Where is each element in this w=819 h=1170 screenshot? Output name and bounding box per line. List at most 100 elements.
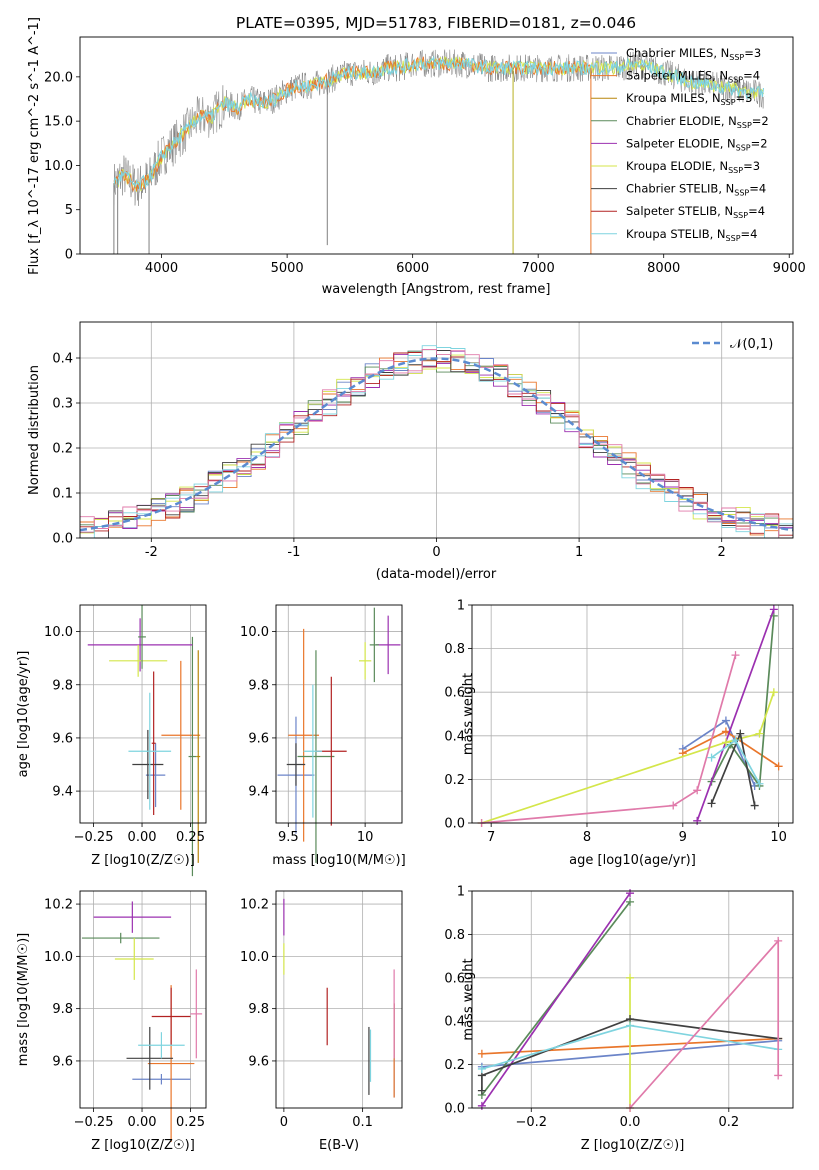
x-axis-label: E(B-V) (319, 1138, 359, 1153)
spectrum-data (113, 49, 765, 206)
x-tick-label: -1 (287, 545, 300, 560)
x-tick-label: 0.00 (128, 1115, 157, 1130)
mass-weight-marker (731, 736, 740, 745)
panel-residual-histogram (76, 321, 794, 542)
y-tick-label: 10.0 (44, 625, 73, 640)
x-tick-label: 4000 (145, 261, 178, 276)
x-axis-label: Z [log10(Z/Z☉)] (581, 1138, 685, 1153)
panel-mass-vs-ebv (272, 890, 403, 1112)
legend-entry: Chabrier ELODIE, NSSP=2 (626, 114, 769, 130)
x-tick-label: 0.00 (128, 830, 157, 845)
y-tick-label: 0.6 (444, 971, 465, 986)
mass-weight-marker (769, 688, 778, 697)
legend-entry: Chabrier STELIB, NSSP=4 (626, 182, 766, 198)
mass-weight-series (710, 615, 775, 789)
x-tick-label: −0.2 (515, 1115, 547, 1130)
mass-weight-marker (477, 1064, 486, 1073)
x-tick-label: -2 (145, 545, 158, 560)
legend-entry: Kroupa ELODIE, NSSP=3 (626, 159, 760, 175)
mass-weight-marker (477, 1086, 486, 1095)
y-tick-label: 9.8 (248, 678, 269, 693)
axes-frame (471, 604, 794, 824)
y-tick-label: 10.0 (44, 159, 73, 174)
y-tick-label: 9.6 (52, 731, 73, 746)
x-tick-label: 10 (770, 830, 787, 845)
y-tick-label: 9.4 (52, 785, 73, 800)
y-tick-label: 9.8 (248, 1002, 269, 1017)
mass-weight-marker (750, 801, 759, 810)
x-tick-label: −0.25 (74, 1115, 114, 1130)
y-tick-label: 0.2 (52, 442, 73, 457)
x-tick-label: 2 (718, 545, 726, 560)
mass-weight-marker (626, 897, 635, 906)
x-tick-label: 9 (679, 830, 687, 845)
y-tick-label: 5 (65, 203, 73, 218)
legend-entry: Salpeter ELODIE, NSSP=2 (626, 136, 768, 152)
y-tick-label: 1 (457, 885, 465, 900)
mass-weight-marker (707, 753, 716, 762)
y-tick-label: 0.8 (444, 928, 465, 943)
mass-weight-marker (721, 727, 730, 736)
y-tick-label: 0.6 (444, 686, 465, 701)
y-tick-label: 0.4 (444, 729, 465, 744)
mass-weight-marker (774, 936, 783, 945)
y-tick-label: 9.6 (52, 1054, 73, 1069)
x-tick-label: 8000 (647, 261, 680, 276)
x-tick-label: 10 (357, 830, 374, 845)
mass-weight-marker (755, 729, 764, 738)
x-tick-label: 0 (432, 545, 440, 560)
panel-mass-weight-vs-Z (468, 889, 794, 1112)
legend-entry: Salpeter STELIB, NSSP=4 (626, 204, 765, 220)
mass-weight-series (481, 654, 737, 824)
spectrum-model-kroupa-stelib (113, 55, 765, 191)
residual-histogram-8 (80, 345, 793, 539)
x-tick-label: 0 (280, 1115, 288, 1130)
x-tick-label: 0.1 (352, 1115, 373, 1130)
mass-weight-marker (774, 1071, 783, 1080)
y-tick-label: 0.2 (444, 1058, 465, 1073)
y-tick-label: 9.6 (248, 1054, 269, 1069)
y-tick-label: 20.0 (44, 70, 73, 85)
y-tick-label: 15.0 (44, 115, 73, 130)
mass-weight-marker (721, 738, 730, 747)
mass-weight-marker (626, 973, 635, 982)
mass-weight-marker (769, 605, 778, 614)
x-axis-label: (data-model)/error (376, 567, 497, 582)
panel-mass-vs-Z (76, 890, 207, 1142)
normal-reference-curve (79, 357, 794, 532)
mass-weight-marker (736, 729, 745, 738)
legend-entry: Kroupa MILES, NSSP=3 (626, 91, 752, 107)
y-tick-label: 10.2 (240, 898, 269, 913)
legend-entry: Salpeter MILES, NSSP=4 (626, 69, 760, 85)
legend-entry: Chabrier MILES, NSSP=3 (626, 46, 761, 62)
mass-weight-series (481, 892, 631, 1107)
axes-frame (471, 890, 794, 1109)
panel-age-vs-Z (76, 604, 207, 877)
axes-frame (275, 604, 403, 824)
y-tick-label: 10.0 (44, 950, 73, 965)
x-axis-label: mass [log10(M/M☉)] (272, 853, 405, 868)
y-tick-label: 0.2 (444, 773, 465, 788)
legend-entry: 𝒩(0,1) (730, 337, 773, 352)
panel-spectrum (76, 36, 794, 258)
mass-weight-marker (693, 816, 702, 825)
y-tick-label: 0.4 (52, 352, 73, 367)
x-tick-label: 9000 (773, 261, 806, 276)
y-axis-label: mass [log10(M/M☉)] (16, 933, 31, 1066)
residual-histogram-7 (80, 352, 793, 536)
y-tick-label: 0 (65, 248, 73, 263)
y-tick-label: 10.2 (44, 898, 73, 913)
x-axis-label: wavelength [Angstrom, rest frame] (322, 282, 551, 297)
y-axis-label: mass weight (461, 673, 476, 755)
y-tick-label: 0.0 (52, 532, 73, 547)
mass-weight-marker (693, 786, 702, 795)
y-axis-label: Normed distribution (27, 365, 42, 495)
figure-title: PLATE=0395, MJD=51783, FIBERID=0181, z=0… (236, 14, 636, 32)
mass-weight-marker (755, 779, 764, 788)
residual-histogram-9 (80, 349, 793, 539)
mass-weight-series (629, 938, 780, 1109)
axes-frame (79, 604, 207, 824)
y-axis-label: age [log10(age/yr)] (16, 651, 31, 778)
mass-weight-marker (626, 1021, 635, 1030)
